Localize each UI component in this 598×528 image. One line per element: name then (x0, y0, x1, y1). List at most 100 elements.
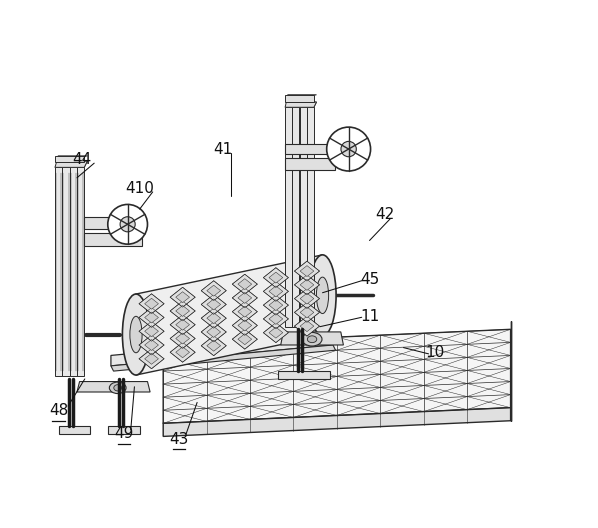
Polygon shape (145, 353, 158, 364)
Text: 44: 44 (72, 152, 92, 167)
Polygon shape (232, 316, 257, 335)
Ellipse shape (341, 142, 356, 157)
Polygon shape (145, 326, 158, 337)
Polygon shape (300, 293, 314, 304)
Polygon shape (307, 102, 316, 107)
Text: 43: 43 (169, 431, 188, 447)
Polygon shape (176, 306, 190, 316)
Text: 11: 11 (360, 309, 379, 324)
Polygon shape (300, 307, 314, 318)
Polygon shape (238, 293, 252, 304)
Ellipse shape (130, 316, 142, 353)
Polygon shape (300, 279, 314, 290)
Polygon shape (263, 268, 288, 288)
Polygon shape (232, 288, 257, 308)
Polygon shape (232, 329, 257, 349)
Polygon shape (139, 335, 164, 355)
Polygon shape (176, 319, 190, 330)
Polygon shape (294, 261, 319, 281)
Polygon shape (207, 285, 221, 296)
Ellipse shape (309, 255, 336, 336)
Polygon shape (55, 161, 65, 167)
Polygon shape (69, 167, 77, 376)
Polygon shape (201, 336, 226, 356)
Polygon shape (201, 322, 226, 342)
Polygon shape (176, 347, 190, 358)
Polygon shape (232, 274, 257, 294)
Polygon shape (269, 327, 283, 338)
Polygon shape (145, 298, 158, 309)
Polygon shape (111, 335, 333, 366)
Polygon shape (55, 156, 84, 162)
Text: 10: 10 (425, 345, 444, 360)
Ellipse shape (108, 204, 148, 244)
Ellipse shape (307, 336, 317, 343)
Text: 49: 49 (114, 426, 134, 441)
Polygon shape (139, 349, 164, 369)
Polygon shape (170, 328, 195, 348)
Polygon shape (84, 217, 142, 229)
Polygon shape (292, 102, 302, 107)
Polygon shape (201, 308, 226, 328)
Polygon shape (108, 426, 140, 434)
Polygon shape (77, 161, 87, 167)
Ellipse shape (327, 127, 371, 171)
Ellipse shape (109, 382, 126, 393)
Polygon shape (263, 295, 288, 315)
Polygon shape (294, 303, 319, 322)
Polygon shape (285, 144, 335, 154)
Ellipse shape (114, 385, 121, 391)
Polygon shape (294, 275, 319, 295)
Polygon shape (207, 340, 221, 351)
Polygon shape (263, 309, 288, 329)
Polygon shape (163, 408, 511, 437)
Polygon shape (300, 320, 314, 332)
Polygon shape (201, 281, 226, 300)
Text: 410: 410 (125, 181, 154, 196)
Polygon shape (62, 161, 73, 167)
Polygon shape (170, 287, 195, 307)
Polygon shape (139, 322, 164, 341)
Polygon shape (207, 313, 221, 324)
Ellipse shape (316, 277, 329, 314)
Polygon shape (238, 306, 252, 317)
Polygon shape (285, 158, 335, 170)
Polygon shape (145, 340, 158, 351)
Polygon shape (307, 107, 314, 327)
Polygon shape (62, 167, 69, 376)
Polygon shape (145, 312, 158, 323)
Text: 42: 42 (376, 207, 395, 222)
Polygon shape (59, 426, 90, 434)
Polygon shape (292, 107, 299, 327)
Polygon shape (285, 107, 292, 327)
Polygon shape (263, 281, 288, 301)
Polygon shape (207, 326, 221, 337)
Polygon shape (55, 167, 62, 376)
Polygon shape (300, 266, 314, 277)
Polygon shape (55, 156, 87, 167)
Polygon shape (300, 107, 307, 327)
Polygon shape (84, 233, 142, 246)
Polygon shape (238, 320, 252, 331)
Polygon shape (269, 300, 283, 310)
Polygon shape (294, 316, 319, 336)
Polygon shape (285, 102, 295, 107)
Text: 41: 41 (213, 142, 233, 157)
Polygon shape (176, 333, 190, 344)
Text: 45: 45 (360, 272, 379, 287)
Polygon shape (207, 299, 221, 310)
Polygon shape (269, 272, 283, 283)
Polygon shape (170, 301, 195, 321)
Polygon shape (263, 323, 288, 343)
Polygon shape (170, 315, 195, 335)
Ellipse shape (123, 294, 150, 375)
Polygon shape (269, 286, 283, 297)
Polygon shape (278, 371, 330, 379)
Text: 48: 48 (49, 403, 68, 418)
Polygon shape (232, 301, 257, 322)
Polygon shape (201, 295, 226, 314)
Polygon shape (170, 342, 195, 362)
Polygon shape (111, 345, 335, 371)
Polygon shape (285, 95, 314, 102)
Polygon shape (139, 294, 164, 314)
